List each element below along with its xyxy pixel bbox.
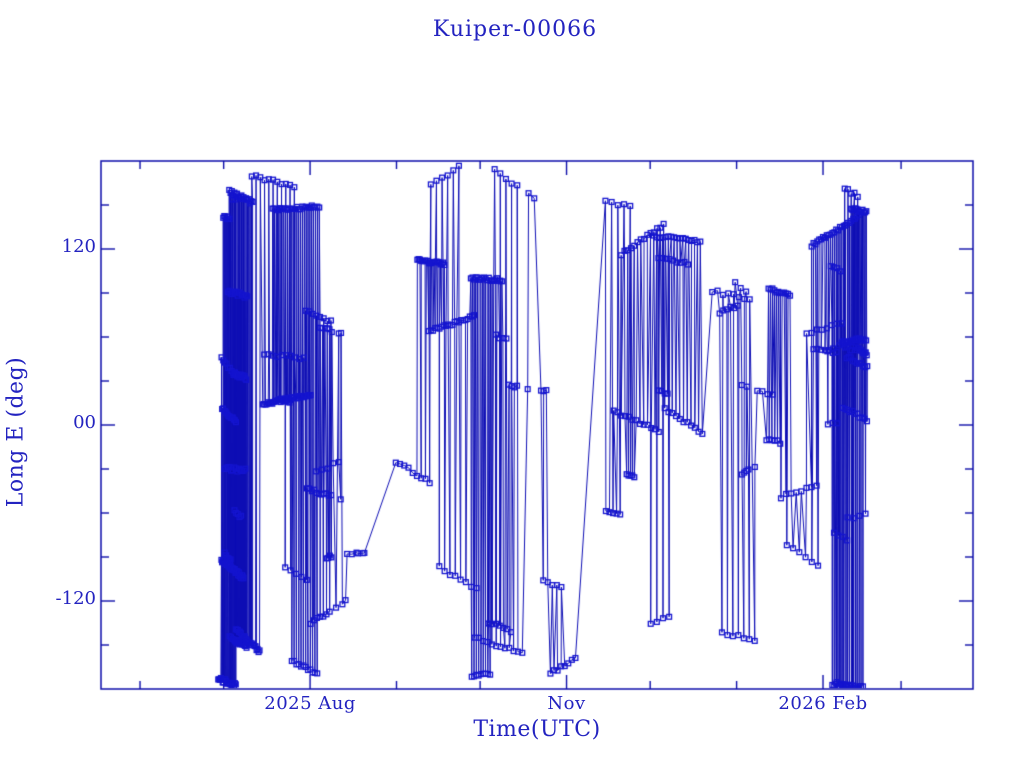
x-tick-label: Nov — [547, 693, 586, 714]
y-tick-label: 120 — [61, 236, 96, 257]
y-tick-label: -120 — [55, 588, 96, 609]
x-tick-label: 2026 Feb — [778, 693, 868, 714]
chart-title: Kuiper-00066 — [432, 17, 598, 42]
x-axis-label: Time(UTC) — [473, 717, 601, 742]
y-tick-label: 00 — [73, 412, 96, 433]
x-tick-label: 2025 Aug — [264, 693, 356, 714]
